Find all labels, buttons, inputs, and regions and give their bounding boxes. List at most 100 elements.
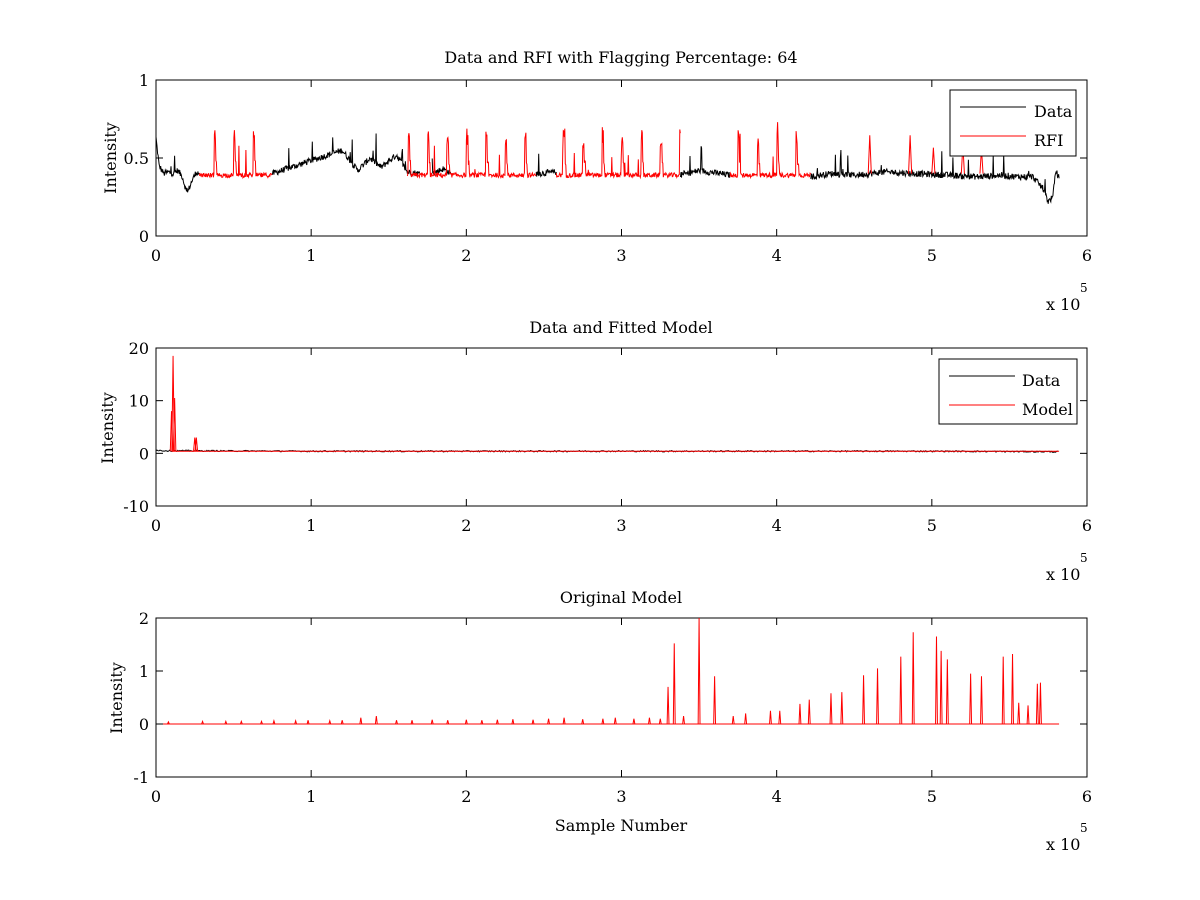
rfi-series-segment	[555, 127, 681, 180]
model-peak	[713, 676, 717, 725]
panel-1-title: Data and RFI with Flagging Percentage: 6…	[444, 48, 797, 67]
y-tick-label: 0.5	[124, 149, 149, 168]
model-peak	[194, 437, 199, 452]
model-peak	[945, 659, 949, 725]
model-peak	[340, 720, 344, 725]
model-peak	[172, 398, 177, 452]
model-peak	[969, 673, 973, 725]
model-peak	[495, 719, 499, 725]
x-tick-label: 2	[461, 516, 471, 535]
panel-1-legend-box	[949, 89, 1077, 157]
x-tick-label: 5	[927, 787, 937, 806]
rfi-spike	[931, 147, 936, 174]
rfi-series-segment	[198, 130, 273, 180]
model-peak	[807, 699, 811, 725]
model-peak	[359, 717, 363, 725]
x-tick-label: 1	[306, 516, 316, 535]
model-peak	[935, 636, 938, 725]
x-tick-label: 5	[927, 516, 937, 535]
model-peak	[531, 719, 535, 725]
model-peak	[395, 720, 398, 725]
model-peak	[239, 719, 243, 725]
panel-2-legend-box	[938, 358, 1078, 425]
model-peak	[778, 710, 782, 725]
model-peak	[658, 718, 662, 725]
x-tick-label: 0	[151, 787, 161, 806]
model-peak	[374, 715, 378, 725]
model-peak	[167, 720, 170, 725]
panel-1-yticks: 00.51	[124, 71, 1087, 246]
panel-3-xticks: 0 1 2 3 4 5 6	[151, 618, 1092, 806]
panel-2-yticks: -10 0 10 20	[123, 339, 1087, 516]
model-peak	[798, 703, 802, 725]
y-tick-label: 0	[139, 227, 149, 246]
model-peak	[666, 686, 670, 725]
data-series-segment	[535, 153, 557, 178]
model-peak	[731, 715, 735, 725]
y-tick-label: 10	[129, 392, 149, 411]
panel-2-legend: Data Model	[938, 358, 1078, 425]
model-peak	[306, 720, 310, 725]
y-tick-label: 0	[139, 444, 149, 463]
x-tick-label: 2	[461, 246, 471, 265]
model-peak	[672, 643, 676, 725]
x-tick-label: 6	[1082, 516, 1092, 535]
x-tick-label: 4	[772, 516, 782, 535]
model-peak	[446, 720, 450, 725]
panel-1-legend: Data RFI	[949, 89, 1077, 157]
model-peak	[1035, 683, 1039, 725]
model-peak	[744, 713, 748, 725]
y-tick-label: 1	[139, 71, 149, 90]
data-series-segment	[431, 158, 452, 176]
model-peak	[480, 720, 484, 725]
x-tick-label: 0	[151, 516, 161, 535]
panel-1: Data and RFI with Flagging Percentage: 6…	[101, 48, 1092, 314]
panel-3-ylabel: Intensity	[107, 662, 126, 734]
panel-2-plot	[155, 347, 1088, 507]
rfi-spike	[908, 135, 913, 174]
panel-1-xticks: 0 1 2 3 4 5 6	[151, 80, 1092, 265]
model-peak	[682, 715, 685, 725]
panel-2-x-multiplier-exponent: 5	[1080, 551, 1088, 565]
y-tick-label: -1	[133, 768, 149, 787]
panel-2-axes-box	[155, 347, 1088, 507]
model-peak	[613, 717, 617, 725]
panel-3-yticks: -1 0 1 2	[133, 609, 1087, 787]
model-peak	[632, 718, 636, 725]
x-tick-label: 0	[151, 246, 161, 265]
data-series-segment	[680, 146, 731, 178]
data-series-segment	[271, 133, 421, 177]
model-peak	[1011, 654, 1014, 725]
model-peak	[980, 676, 983, 725]
model-peak	[876, 668, 879, 725]
model-peak	[1026, 705, 1030, 725]
model-peak	[169, 411, 174, 452]
x-tick-label: 1	[306, 246, 316, 265]
model-peak	[1017, 702, 1021, 725]
panel-3-x-multiplier-exponent: 5	[1080, 821, 1088, 835]
x-tick-label: 6	[1082, 787, 1092, 806]
rfi-series-segment	[406, 128, 537, 179]
model-peak	[697, 617, 701, 725]
model-peak	[201, 719, 204, 725]
model-peak	[430, 719, 434, 725]
rfi-series-segment	[729, 122, 812, 180]
model-peak	[1001, 656, 1005, 725]
model-peak	[769, 710, 772, 725]
y-tick-label: 2	[139, 609, 149, 628]
model-peak	[260, 719, 263, 725]
model-peak	[272, 719, 276, 725]
model-peak	[840, 692, 844, 725]
model-peak	[939, 650, 943, 725]
model-peak	[601, 718, 605, 725]
model-peak	[581, 719, 585, 725]
model-peak	[410, 720, 414, 725]
model-peak	[648, 717, 651, 725]
model-peak	[547, 718, 550, 725]
x-tick-label: 2	[461, 787, 471, 806]
panel-1-x-multiplier: x 10	[1046, 295, 1080, 314]
panel-2-ylabel: Intensity	[98, 392, 117, 464]
y-tick-label: 1	[139, 662, 149, 681]
